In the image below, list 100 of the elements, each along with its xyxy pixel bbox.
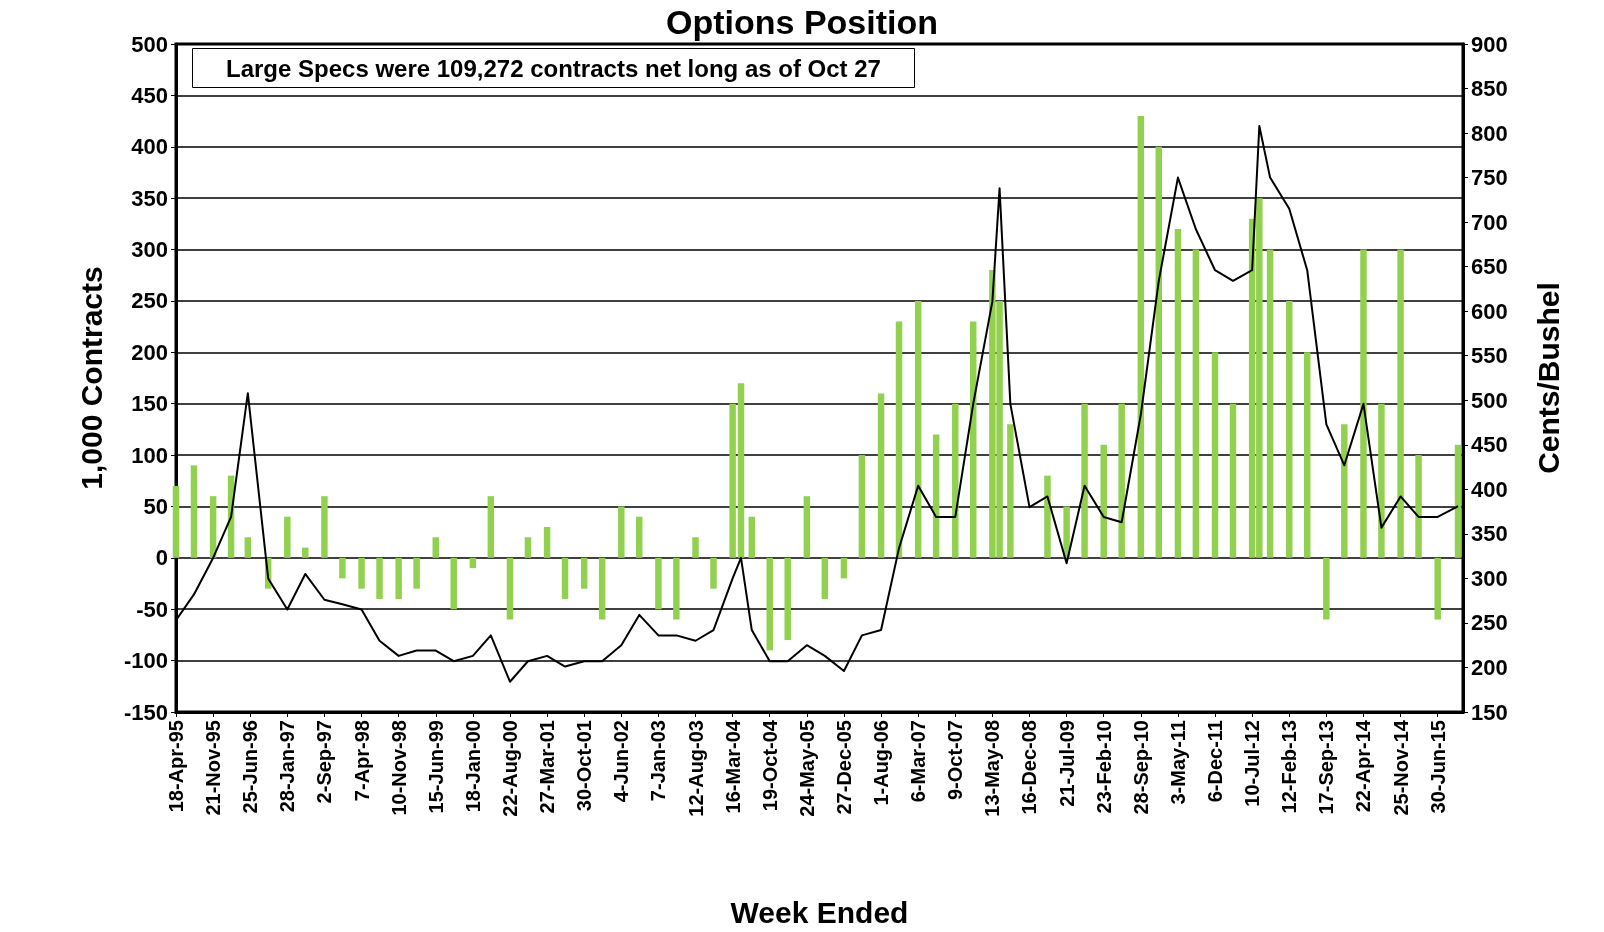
y-tick-label: 450 [131, 82, 168, 108]
x-tick-label: 21-Jul-09 [1055, 720, 1078, 807]
y-tick-label: 200 [131, 339, 168, 365]
y-tick-label: 350 [131, 185, 168, 211]
x-tick-label: 23-Feb-10 [1092, 720, 1115, 814]
x-tick-label: 27-Mar-01 [536, 720, 559, 814]
y2-tick-label: 500 [1471, 387, 1508, 413]
x-tick-label: 28-Jan-97 [276, 720, 299, 813]
x-tick-label: 12-Feb-13 [1278, 720, 1301, 814]
x-tick-label: 18-Jan-00 [461, 720, 484, 813]
y-axis-title: 1,000 Contracts [74, 266, 108, 490]
x-tick-label: 16-Mar-04 [721, 719, 744, 814]
bar [858, 455, 866, 558]
y2-tick-label: 200 [1471, 654, 1508, 680]
x-tick-label: 22-Aug-00 [498, 720, 521, 817]
x-tick-label: 7-Apr-98 [350, 720, 373, 802]
bar [1155, 146, 1163, 558]
bar [1360, 249, 1367, 558]
x-tick-label: 25-Jun-96 [239, 720, 262, 814]
bar [413, 557, 420, 589]
annotation: Large Specs were 109,272 contracts net long as of Oct 27 [226, 54, 881, 82]
bar [636, 516, 643, 558]
bar [1081, 403, 1088, 558]
x-tick-label: 3-May-11 [1166, 720, 1189, 805]
bar [284, 516, 291, 558]
x-tick-label: 22-Apr-14 [1352, 719, 1375, 813]
y2-tick-label: 650 [1471, 254, 1508, 280]
bar [598, 557, 606, 620]
bar [487, 496, 495, 558]
x-tick-label: 7-Jan-03 [647, 720, 670, 802]
y-tick-label: 300 [131, 237, 168, 263]
bar [895, 321, 903, 558]
y-tick-label: -100 [123, 648, 168, 674]
x-tick-label: 24-May-05 [795, 720, 818, 817]
bar [673, 557, 680, 620]
x-tick-label: 21-Nov-95 [202, 720, 225, 816]
y-tick-label: 0 [155, 545, 168, 571]
bar [1174, 228, 1182, 558]
bar [729, 403, 736, 558]
bar [821, 557, 829, 599]
x-tick-label: 25-Nov-14 [1389, 719, 1412, 816]
bar [784, 557, 791, 641]
bar [172, 485, 180, 558]
x-tick-label: 1-Aug-06 [870, 720, 893, 806]
bar [655, 557, 662, 610]
y2-tick-label: 250 [1471, 610, 1508, 636]
y-tick-label: 400 [131, 134, 168, 160]
y2-tick-label: 300 [1471, 565, 1508, 591]
x-tick-label: 19-Oct-04 [758, 719, 781, 812]
x-tick-label: 2-Sep-97 [313, 720, 336, 804]
y2-tick-label: 450 [1471, 432, 1508, 458]
bar [1323, 557, 1330, 620]
bar [339, 557, 346, 579]
bar [1118, 403, 1125, 558]
x-tick-label: 10-Jul-12 [1241, 720, 1264, 807]
bar [376, 557, 383, 599]
x-tick-label: 28-Sep-10 [1129, 720, 1152, 815]
y2-tick-label: 400 [1471, 476, 1508, 502]
y-tick-label: 150 [131, 391, 168, 417]
x-tick-label: 17-Sep-13 [1315, 720, 1338, 815]
bar [952, 403, 959, 558]
y2-tick-label: 350 [1471, 521, 1508, 547]
bar [561, 557, 569, 599]
x-tick-label: 18-Apr-95 [165, 720, 187, 813]
x-tick-label: 12-Aug-03 [684, 720, 707, 817]
y-tick-label: -150 [123, 699, 168, 725]
x-tick-label: 27-Dec-05 [832, 720, 855, 815]
x-tick-label: 6-Dec-11 [1204, 720, 1227, 803]
bar [524, 537, 532, 558]
y2-tick-label: 850 [1471, 76, 1508, 102]
bar [543, 527, 551, 558]
chart-title: Options Position [666, 3, 938, 41]
x-axis-title: Week Ended [730, 895, 909, 929]
bar [1044, 475, 1051, 558]
bar [1100, 444, 1107, 558]
y2-tick-label: 600 [1471, 298, 1508, 324]
bar [1266, 249, 1274, 558]
bar [932, 434, 940, 558]
y2-tick-label: 750 [1471, 165, 1508, 191]
y2-tick-label: 900 [1471, 31, 1508, 57]
bar [692, 537, 699, 558]
bar [1303, 352, 1311, 558]
bar [914, 300, 922, 558]
x-tick-label: 15-Jun-99 [424, 720, 447, 814]
y-tick-label: -50 [136, 596, 168, 622]
bar [469, 557, 477, 569]
y2-tick-label: 150 [1471, 699, 1508, 725]
bar [618, 506, 625, 558]
bar [1415, 455, 1422, 558]
bar [1434, 557, 1441, 620]
bar [1192, 249, 1200, 558]
y2-tick-label: 800 [1471, 120, 1508, 146]
bar [321, 496, 328, 558]
bar [450, 557, 457, 610]
y-tick-label: 50 [143, 493, 168, 519]
y2-tick-label: 550 [1471, 343, 1508, 369]
bar [580, 557, 588, 589]
bar [1007, 424, 1014, 558]
bar [1211, 352, 1219, 558]
bar [190, 465, 198, 558]
